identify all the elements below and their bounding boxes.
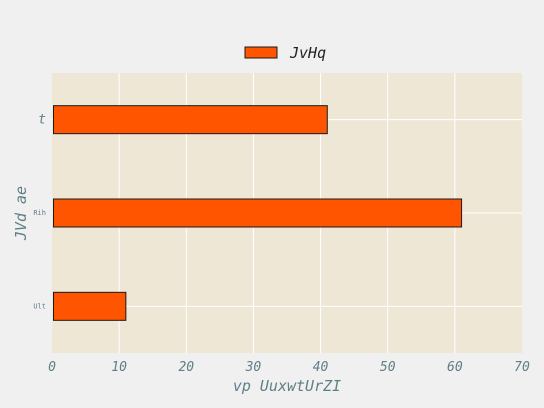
legend-label: JvHq [289, 44, 326, 62]
x-tick-label: 20 [178, 360, 194, 375]
y-axis-title: JVd ae [12, 186, 30, 241]
y-tick-labels: Ult Rih t [33, 113, 46, 311]
y-tick-label: t [38, 113, 46, 128]
y-tick-label: Rih [33, 209, 46, 217]
bar [53, 198, 463, 228]
x-tick-label: 50 [380, 360, 396, 375]
x-tick-label: 10 [111, 360, 127, 375]
x-tick-labels: 0 10 20 30 40 50 60 70 [48, 360, 530, 375]
legend-swatch [244, 46, 278, 59]
x-tick-label: 60 [447, 360, 463, 375]
legend: JvHq [244, 44, 326, 62]
bar [53, 105, 328, 135]
x-tick-label: 70 [514, 360, 530, 375]
x-tick-label: 0 [48, 360, 56, 375]
x-axis-title: vp UuxwtUrZI [233, 377, 341, 395]
x-tick-label: 30 [245, 360, 262, 375]
bars [53, 105, 463, 321]
y-tick-label: Ult [33, 302, 46, 310]
bar [53, 291, 127, 321]
x-tick-label: 40 [313, 360, 329, 375]
